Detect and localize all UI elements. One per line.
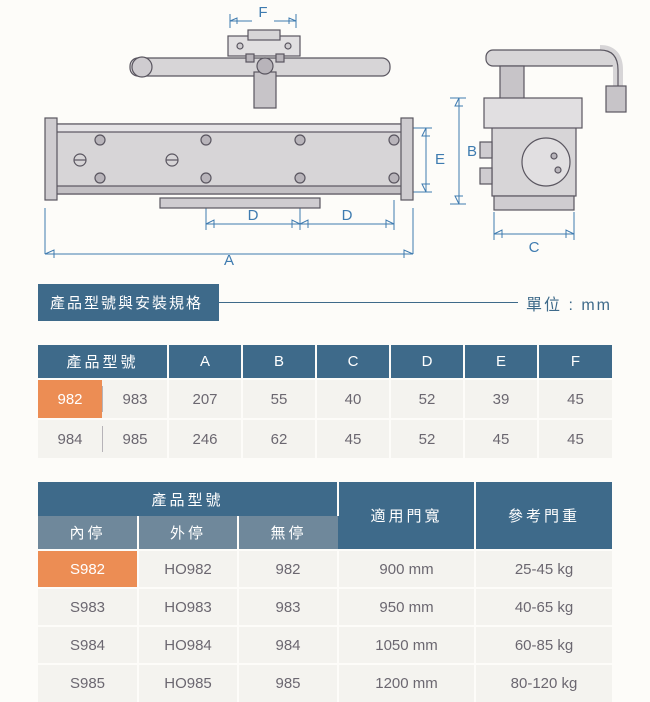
col-door-weight: 參考門重 (475, 482, 612, 550)
dim-label-f: F (258, 4, 267, 21)
col-door-width: 適用門寬 (338, 482, 475, 550)
spec-value: S982 (38, 550, 138, 588)
spec-value: 984 (238, 626, 338, 664)
spec-value: 40-65 kg (475, 588, 612, 626)
section-divider (219, 302, 518, 303)
table-row: 9849852466245524545 (38, 419, 612, 458)
col-a: A (168, 345, 242, 379)
dim-value: 52 (390, 419, 464, 458)
model-cell: 982983 (38, 379, 168, 419)
dim-value: 45 (464, 419, 538, 458)
spec-value: HO985 (138, 664, 238, 702)
spec-value: HO983 (138, 588, 238, 626)
spec-value: 983 (238, 588, 338, 626)
dim-value: 45 (316, 419, 390, 458)
spec-value: HO984 (138, 626, 238, 664)
dim-value: 55 (242, 379, 316, 419)
col-e: E (464, 345, 538, 379)
col-no-stop: 無停 (238, 516, 338, 550)
model-value: 984 (38, 420, 102, 458)
diagram-svg: F A D D E B C (0, 0, 650, 270)
section-header: 產品型號與安裝規格 單位 : mm (0, 284, 650, 321)
spec-value: 60-85 kg (475, 626, 612, 664)
col-model: 產品型號 (38, 345, 168, 379)
col-b: B (242, 345, 316, 379)
col-model-group: 產品型號 (38, 482, 338, 516)
table-row: S985HO9859851200 mm80-120 kg (38, 664, 612, 702)
dim-value: 246 (168, 419, 242, 458)
table-header-row: 產品型號 A B C D E F (38, 345, 612, 379)
table-header-row: 產品型號 適用門寬 參考門重 (38, 482, 612, 516)
dim-value: 45 (538, 419, 612, 458)
dimensions-table: 產品型號 A B C D E F 98298320755405239459849… (38, 345, 612, 458)
spec-value: 1200 mm (338, 664, 475, 702)
spec-value: S985 (38, 664, 138, 702)
dim-value: 39 (464, 379, 538, 419)
spec-value: 80-120 kg (475, 664, 612, 702)
table-row: S984HO9849841050 mm60-85 kg (38, 626, 612, 664)
spec-value: 985 (238, 664, 338, 702)
spec-value: 1050 mm (338, 626, 475, 664)
model-value: 985 (103, 420, 167, 458)
spec-value: S983 (38, 588, 138, 626)
spec-value: 982 (238, 550, 338, 588)
dim-value: 62 (242, 419, 316, 458)
specs-table: 產品型號 適用門寬 參考門重 內停 外停 無停 S982HO982982900 … (38, 482, 612, 702)
dim-value: 52 (390, 379, 464, 419)
model-cell: 984985 (38, 419, 168, 458)
dim-label-e: E (435, 151, 445, 168)
table-row: S982HO982982900 mm25-45 kg (38, 550, 612, 588)
spec-value: S984 (38, 626, 138, 664)
table-row: 9829832075540523945 (38, 379, 612, 419)
col-inner-stop: 內停 (38, 516, 138, 550)
dim-value: 45 (538, 379, 612, 419)
spec-value: 900 mm (338, 550, 475, 588)
spec-value: 950 mm (338, 588, 475, 626)
col-f: F (538, 345, 612, 379)
model-value: 983 (103, 380, 167, 418)
dim-label-c: C (529, 239, 540, 256)
dim-label-d2: D (342, 207, 353, 224)
model-value: 982 (38, 380, 102, 418)
spec-value: HO982 (138, 550, 238, 588)
dim-value: 40 (316, 379, 390, 419)
spec-value: 25-45 kg (475, 550, 612, 588)
technical-diagram: F A D D E B C (0, 0, 650, 270)
dim-value: 207 (168, 379, 242, 419)
col-d: D (390, 345, 464, 379)
section-title-badge: 產品型號與安裝規格 (38, 284, 219, 321)
dim-label-b: B (467, 143, 477, 160)
col-c: C (316, 345, 390, 379)
table-row: S983HO983983950 mm40-65 kg (38, 588, 612, 626)
dim-label-d1: D (248, 207, 259, 224)
dim-label-a: A (224, 252, 234, 269)
col-outer-stop: 外停 (138, 516, 238, 550)
section-unit: 單位 : mm (526, 291, 612, 315)
